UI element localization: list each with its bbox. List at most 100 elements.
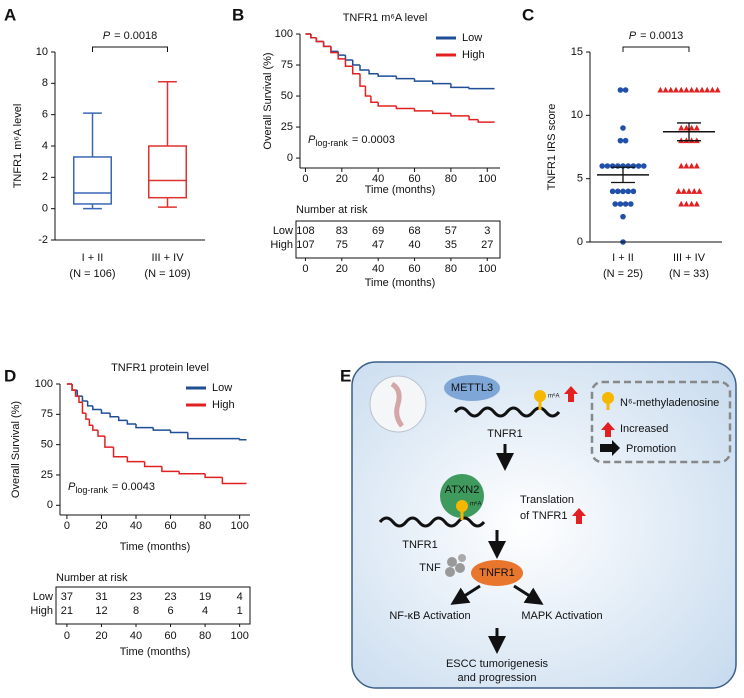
survival-step <box>100 409 111 414</box>
survival-step <box>92 405 102 411</box>
legend-label: Promotion <box>626 443 676 455</box>
survival-step <box>78 396 83 403</box>
point <box>609 188 616 195</box>
whisker-low <box>158 197 177 208</box>
outcome: and progression <box>458 672 537 684</box>
point <box>683 162 690 169</box>
survival-step <box>71 384 78 391</box>
error-bar <box>611 166 635 184</box>
x-tick-label: III + IV <box>151 252 184 264</box>
survival-step <box>126 456 145 463</box>
ligand-ball <box>447 557 457 567</box>
point <box>625 163 631 169</box>
x-tick-label: III + IV <box>673 252 706 264</box>
risk-value: 4 <box>202 605 208 617</box>
survival-step <box>368 69 379 75</box>
y-tick-label: 5 <box>577 173 583 185</box>
point <box>604 163 611 169</box>
risk-value: 23 <box>164 591 176 603</box>
survival-step <box>450 113 470 117</box>
risk-value: 69 <box>372 225 384 237</box>
legend-arrow <box>600 440 620 456</box>
risk-tick-label: 0 <box>302 263 308 275</box>
whisker-high <box>158 81 177 146</box>
p-label: P <box>629 30 637 42</box>
x-tick-sublabel: (N = 109) <box>144 268 190 280</box>
point <box>678 124 685 131</box>
y-tick-label: 75 <box>41 408 53 420</box>
y-tick-label: 6 <box>42 109 48 121</box>
panel-letter: E <box>340 366 351 385</box>
significance-bracket <box>622 46 690 52</box>
point <box>620 125 626 131</box>
increase-arrow <box>572 508 586 524</box>
point <box>628 201 634 207</box>
receptor-shape <box>471 560 523 586</box>
point <box>673 86 679 93</box>
risk-title: Number at risk <box>296 204 368 216</box>
x-tick-label: I + II <box>82 252 104 264</box>
survival-step <box>431 81 451 85</box>
survival-step <box>161 466 180 473</box>
survival-step <box>221 477 247 485</box>
error-bar <box>677 122 701 142</box>
survival-step <box>330 46 339 54</box>
increase-arrow <box>564 386 578 402</box>
ligand-ball <box>445 567 455 577</box>
survival-step <box>109 413 119 418</box>
reader-shape <box>440 474 484 518</box>
x-tick-label: 40 <box>372 173 384 185</box>
survival-step <box>81 402 86 414</box>
x-tick-label: 80 <box>199 520 211 532</box>
y-tick-label: 25 <box>281 121 293 133</box>
translation: of TNFR1 <box>520 510 567 522</box>
risk-value: 1 <box>237 605 243 617</box>
y-tick-label: 8 <box>42 77 48 89</box>
y-axis-label: TNFR1 m⁶A level <box>12 104 24 189</box>
mark: m⁶A <box>548 393 559 400</box>
survival-step <box>81 396 88 402</box>
point <box>615 188 621 195</box>
x-tick-label: 20 <box>336 173 348 185</box>
x-axis-label: Time (months) <box>365 184 436 196</box>
x-tick-label: 80 <box>445 173 457 185</box>
survival-step <box>337 51 346 56</box>
risk-tick-label: 0 <box>64 630 70 642</box>
survival-step <box>468 87 495 90</box>
risk-value: 4 <box>237 591 243 603</box>
survival-step <box>413 78 433 82</box>
risk-tick-label: 100 <box>230 630 248 642</box>
survival-step <box>152 427 171 431</box>
survival-step <box>71 384 76 391</box>
point <box>678 86 685 93</box>
p-text: = 0.0013 <box>640 30 683 42</box>
panel-letter: B <box>232 5 244 24</box>
survival-step <box>238 438 247 441</box>
survival-step <box>344 58 353 68</box>
survival-step <box>143 461 162 468</box>
legend-label: High <box>462 49 485 61</box>
point <box>657 86 664 93</box>
point <box>615 163 621 169</box>
cell <box>351 361 737 689</box>
x-tick-label: 0 <box>64 520 70 532</box>
risk-title: Number at risk <box>56 572 128 584</box>
risk-value: 37 <box>61 591 73 603</box>
enzyme-shape <box>444 375 500 401</box>
risk-row-label: Low <box>273 225 293 237</box>
y-axis-label: Overall Survival (%) <box>10 401 22 498</box>
point <box>714 86 721 93</box>
point <box>667 86 674 93</box>
point <box>680 188 687 194</box>
point <box>622 201 629 207</box>
risk-value: 57 <box>445 225 457 237</box>
point <box>709 86 716 93</box>
point <box>622 87 629 93</box>
x-tick-label: 100 <box>230 520 248 532</box>
point <box>693 200 700 207</box>
p-value: P = 0.0013 <box>629 30 683 42</box>
x-tick-label: 100 <box>478 173 496 185</box>
point <box>686 188 692 194</box>
point <box>688 162 695 169</box>
survival-step <box>468 115 479 121</box>
